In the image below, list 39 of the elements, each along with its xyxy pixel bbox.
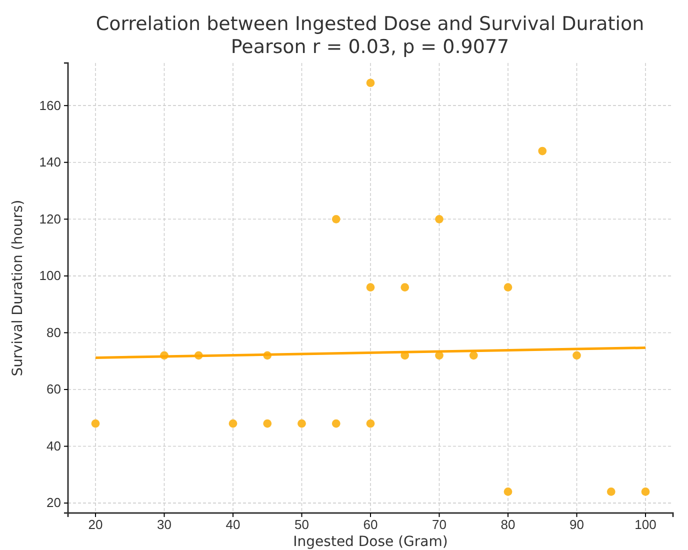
point [332,419,340,428]
point [298,419,306,428]
x-tick-label: 50 [294,517,309,532]
point [91,419,100,428]
y-tick-label: 120 [39,211,61,226]
y-tick-label: 100 [39,268,61,284]
point [641,488,650,496]
x-tick-label: 30 [157,517,172,532]
x-tick-label: 100 [634,517,656,532]
point [366,283,375,292]
y-tick-label: 20 [46,495,61,510]
y-tick-label: 80 [46,324,61,340]
x-axis-title: Ingested Dose (Gram) [293,534,448,550]
point [469,351,478,360]
chart-title: Correlation between Ingested Dose and Survival Duration [96,13,644,35]
point [366,419,375,428]
x-tick-label: 40 [226,517,240,532]
point [504,488,512,496]
y-tick-label: 140 [39,154,61,170]
y-tick-label: 160 [39,98,61,113]
y-tick-label: 60 [46,382,61,397]
y-axis-title: Survival Duration (hours) [10,200,26,376]
x-tick-label: 20 [88,517,103,532]
point [263,419,272,428]
x-tick-label: 60 [363,517,378,532]
point [366,78,375,88]
point [228,419,238,428]
x-tick-label: 80 [500,517,516,532]
point [435,214,444,224]
point [400,283,410,292]
y-tick-label: 40 [46,438,61,454]
point [504,283,512,292]
x-tick-label: 70 [432,517,446,532]
chart-subtitle: Pearson r = 0.03, p = 0.9077 [230,36,510,58]
point [538,146,547,156]
point [332,214,340,224]
point [606,488,616,496]
x-tick-label: 90 [570,517,584,532]
point [572,351,581,360]
